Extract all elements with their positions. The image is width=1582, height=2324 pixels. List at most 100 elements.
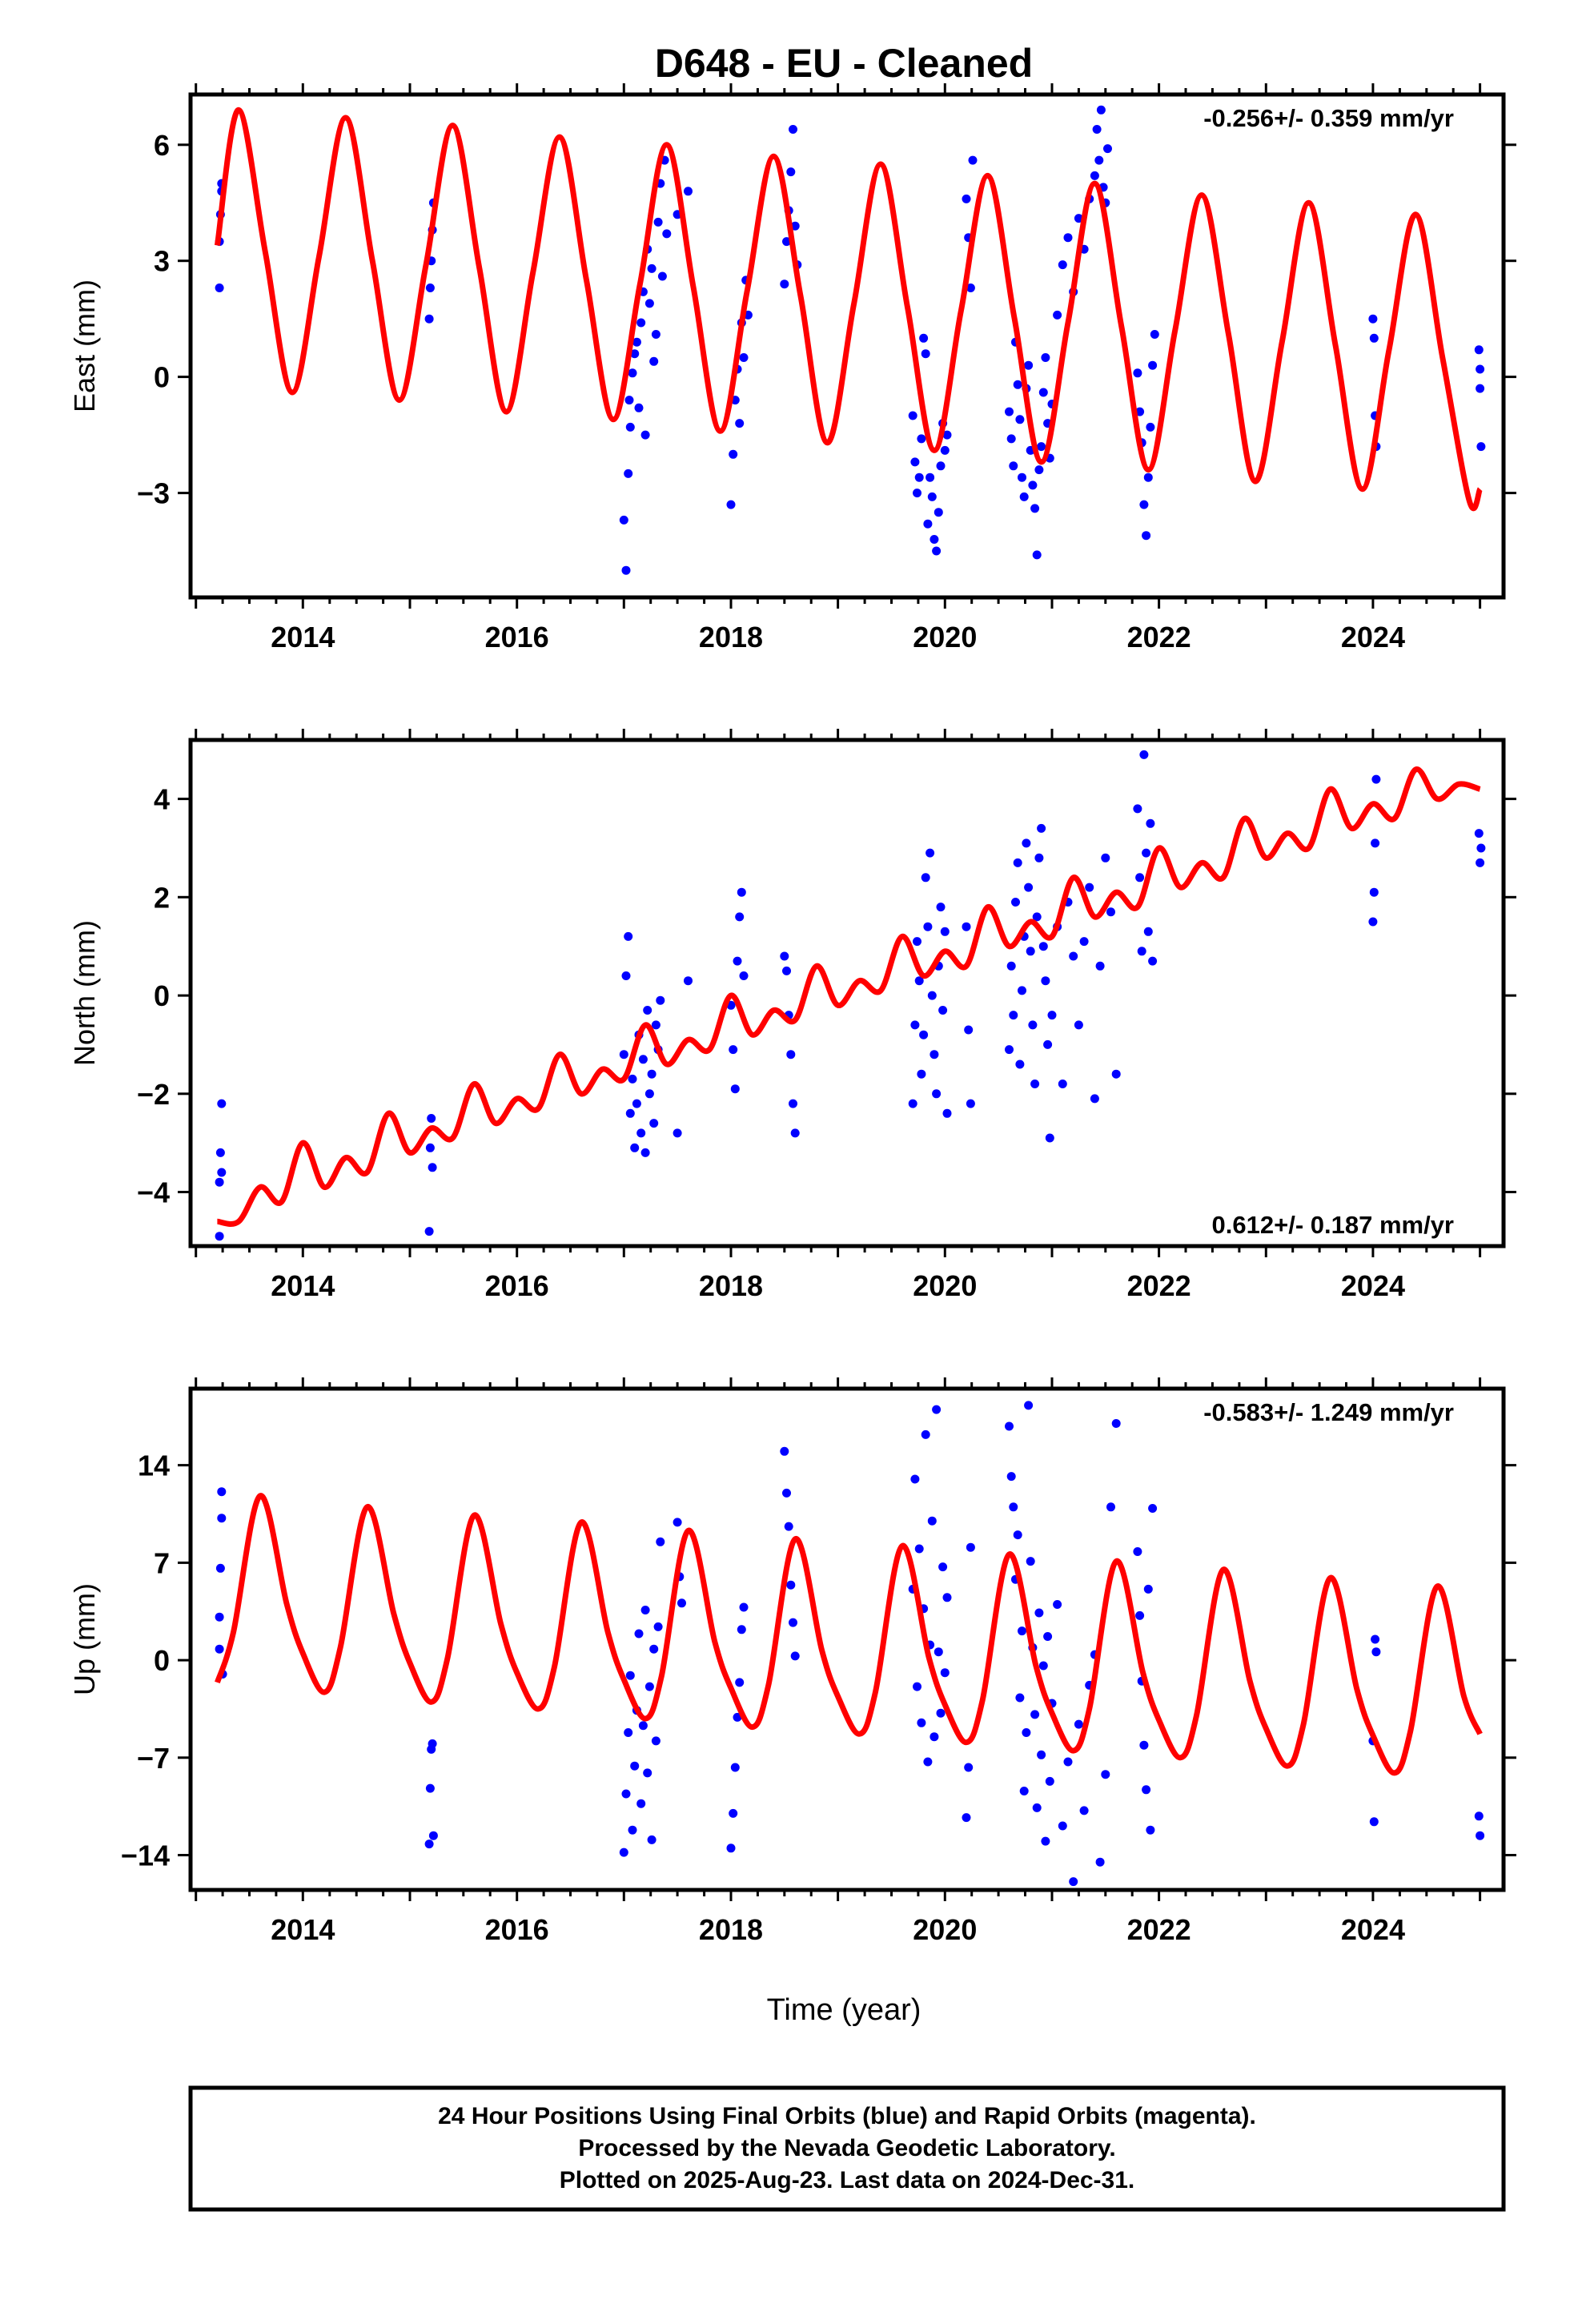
east-data-point [913, 489, 921, 498]
up-data-point [729, 1808, 738, 1818]
east-plot-frame [188, 92, 1506, 600]
up-data-point [1063, 1757, 1073, 1767]
north-data-point [733, 956, 742, 966]
east-data-point [1024, 360, 1034, 370]
north-data-point [1079, 937, 1089, 947]
up-data-point [1045, 1776, 1054, 1786]
north-data-point [1074, 1020, 1083, 1030]
x-tick-label: 2022 [1127, 1269, 1191, 1302]
east-data-point [1013, 380, 1022, 389]
up-data-point [1034, 1608, 1044, 1618]
east-data-point [1063, 233, 1073, 243]
up-data-point [927, 1516, 937, 1526]
east-data-point [619, 515, 628, 525]
up-data-point [621, 1789, 631, 1799]
up-data-point [942, 1593, 952, 1602]
north-data-point [1139, 750, 1149, 759]
north-panel: 2014 2016 2018 2020 2022 2024 −4 −2 0 2 4 North (m… [68, 729, 1516, 1302]
up-data-point [737, 1625, 746, 1634]
east-data-point [1139, 500, 1149, 509]
north-data-point [1474, 829, 1484, 838]
east-data-point [1133, 368, 1142, 378]
east-data-point [908, 411, 917, 420]
x-tick-label: 2014 [271, 621, 335, 653]
north-data-point [1041, 976, 1050, 986]
north-data-point [673, 1128, 682, 1138]
north-data-point [638, 1055, 648, 1064]
north-data-point [936, 903, 946, 912]
north-points [215, 750, 1486, 1241]
up-data-point [1101, 1770, 1110, 1779]
up-data-point [425, 1783, 435, 1793]
up-data-point [217, 1487, 227, 1497]
east-data-point [1096, 105, 1106, 115]
up-data-point [630, 1761, 640, 1771]
north-data-point [1135, 873, 1145, 883]
east-data-point [1142, 531, 1151, 541]
y-tick-label: 3 [154, 245, 170, 278]
east-data-point [624, 396, 634, 405]
north-data-point [923, 922, 933, 931]
north-data-point [215, 1177, 224, 1187]
up-data-point [653, 1622, 663, 1631]
north-data-point [942, 1108, 952, 1118]
north-data-point [964, 1025, 974, 1035]
east-data-point [1074, 214, 1083, 223]
north-data-point [921, 873, 930, 883]
y-tick-label: 6 [154, 129, 170, 162]
east-data-point [1476, 364, 1485, 374]
up-data-point [656, 1537, 665, 1546]
y-tick-label: 2 [154, 881, 170, 914]
x-tick-label: 2018 [699, 621, 763, 653]
x-tick-label: 2022 [1127, 621, 1191, 653]
north-data-point [1015, 1059, 1025, 1069]
east-data-point [934, 508, 943, 517]
y-tick-label: −7 [137, 1742, 170, 1775]
x-tick-label: 2016 [485, 1269, 549, 1302]
north-data-point [1476, 843, 1486, 853]
east-data-point [624, 468, 633, 478]
north-data-point [1106, 907, 1115, 917]
east-data-point [936, 461, 946, 471]
up-data-point [1032, 1803, 1042, 1812]
up-data-point [640, 1606, 650, 1614]
north-data-point [647, 1069, 656, 1079]
east-data-point [1030, 504, 1040, 513]
north-data-point [217, 1099, 227, 1108]
up-data-point [649, 1644, 659, 1654]
east-data-point [1474, 345, 1484, 355]
east-data-point [790, 221, 800, 231]
north-data-point [919, 1030, 929, 1039]
up-data-point [625, 1671, 635, 1680]
up-data-point [1024, 1401, 1034, 1410]
north-data-point [424, 1227, 434, 1236]
y-tick-label: 7 [154, 1546, 170, 1579]
y-tick-label: 0 [154, 361, 170, 394]
up-data-point [938, 1562, 948, 1572]
up-axis-ticks: 2014 2016 2018 2020 2022 2024 −14 −7 0 7 14 [121, 1377, 1516, 1946]
x-tick-label: 2018 [699, 1269, 763, 1302]
x-tick-label: 2022 [1127, 1913, 1191, 1946]
east-data-point [1476, 384, 1485, 393]
north-data-point [1058, 1080, 1067, 1088]
east-data-point [1034, 465, 1044, 475]
up-data-point [930, 1732, 939, 1742]
east-data-point [739, 353, 749, 362]
north-data-point [730, 1084, 740, 1094]
north-data-point [927, 991, 937, 1000]
up-data-point [677, 1598, 686, 1608]
north-data-point [1009, 1011, 1018, 1020]
x-tick-label: 2020 [913, 1269, 977, 1302]
north-data-point [215, 1148, 225, 1157]
north-data-point [1146, 818, 1155, 828]
up-data-point [784, 1522, 793, 1531]
east-data-point [1143, 472, 1153, 482]
north-data-point [780, 951, 789, 961]
east-data-point [1476, 442, 1486, 452]
east-data-point [1041, 353, 1050, 362]
north-data-point [729, 1045, 738, 1055]
north-data-point [1032, 912, 1042, 922]
north-data-point [1022, 838, 1031, 848]
footer-line-2: Processed by the Nevada Geodetic Laborat… [578, 2135, 1115, 2161]
y-tick-label: 14 [138, 1449, 170, 1482]
